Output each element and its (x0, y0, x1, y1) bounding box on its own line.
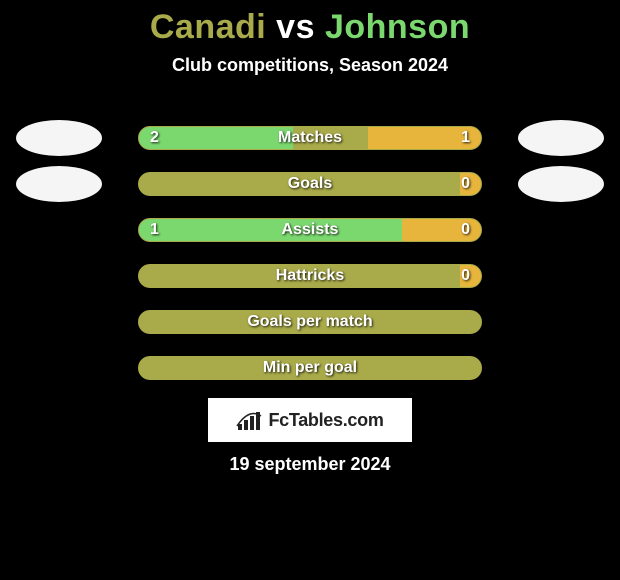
player1-name: Canadi (150, 8, 266, 46)
stat-bar-track (138, 126, 482, 150)
stat-fill-right (460, 265, 481, 287)
team-logo-left (16, 120, 102, 156)
stat-bar-track (138, 172, 482, 196)
stat-fill-right (402, 219, 481, 241)
stat-bar-track (138, 218, 482, 242)
player2-name: Johnson (325, 8, 470, 46)
brand-badge: FcTables.com (208, 398, 412, 442)
stat-row: Assists10 (0, 210, 620, 256)
stat-fill-left (139, 219, 402, 241)
stat-fill-left (139, 127, 293, 149)
brand-chart-icon (236, 410, 262, 430)
stat-bar-track (138, 356, 482, 380)
team-logo-right (518, 166, 604, 202)
stat-bar-track (138, 310, 482, 334)
stats-container: Matches21Goals0Assists10Hattricks0Goals … (0, 118, 620, 394)
stat-row: Goals per match (0, 302, 620, 348)
stat-row: Min per goal (0, 348, 620, 394)
stat-fill-right (460, 173, 481, 195)
stat-row: Matches21 (0, 118, 620, 164)
stat-fill-right (368, 127, 481, 149)
comparison-card: Canadi vs Johnson Club competitions, Sea… (0, 0, 620, 580)
title: Canadi vs Johnson (0, 0, 620, 47)
stat-row: Hattricks0 (0, 256, 620, 302)
stat-row: Goals0 (0, 164, 620, 210)
team-logo-right (518, 120, 604, 156)
subtitle: Club competitions, Season 2024 (0, 55, 620, 76)
date-label: 19 september 2024 (0, 454, 620, 475)
team-logo-left (16, 166, 102, 202)
vs-label: vs (276, 8, 315, 46)
stat-bar-track (138, 264, 482, 288)
brand-text: FcTables.com (268, 410, 383, 431)
